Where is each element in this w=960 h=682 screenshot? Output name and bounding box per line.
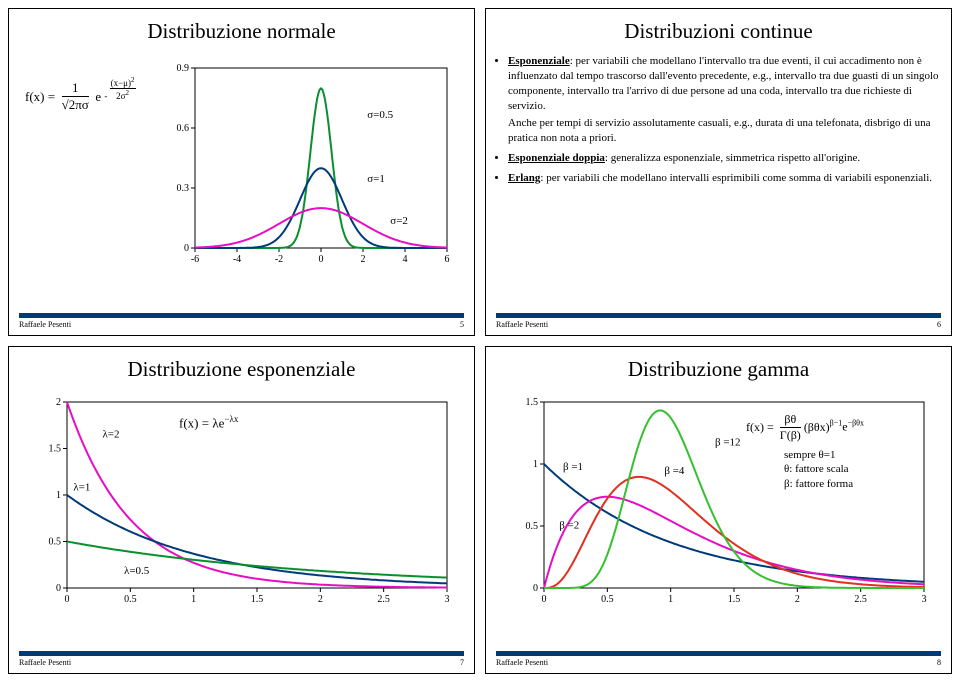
svg-text:-2: -2 (275, 254, 283, 265)
svg-text:2.5: 2.5 (854, 594, 867, 605)
svg-text:β =2: β =2 (559, 519, 579, 531)
svg-text:0.5: 0.5 (124, 594, 137, 605)
svg-text:β =12: β =12 (715, 436, 741, 448)
svg-text:0: 0 (184, 243, 189, 254)
footer-author: Raffaele Pesenti (496, 658, 548, 667)
svg-text:-4: -4 (233, 254, 241, 265)
bullet-lead: Esponenziale (508, 55, 570, 67)
footer-page: 5 (460, 320, 464, 329)
chart-gamma: 0 0.5 1 1.5 2 2.5 3 0 0.5 1 1.5 β =1 β =2 β =4 β =12 (504, 388, 944, 618)
svg-text:1.5: 1.5 (251, 594, 264, 605)
slide-body: f(x) = 1 √2πσ e - (x−μ)2 2σ2 -6 -4 -2 0 2 4 6 0… (9, 50, 474, 313)
svg-text:2.5: 2.5 (377, 594, 390, 605)
slide-body: Esponenziale: per variabili che modellan… (486, 50, 951, 313)
footer-bar (19, 313, 464, 318)
svg-text:σ=2: σ=2 (390, 215, 408, 227)
svg-text:β =4: β =4 (664, 465, 685, 477)
svg-text:1: 1 (56, 490, 61, 501)
svg-text:0.5: 0.5 (601, 594, 614, 605)
formula-normal: f(x) = 1 √2πσ e - (x−μ)2 2σ2 (25, 80, 136, 113)
svg-text:0.6: 0.6 (177, 123, 190, 134)
footer-row: Raffaele Pesenti 6 (486, 320, 951, 335)
svg-text:λ=1: λ=1 (73, 481, 90, 493)
svg-text:β =1: β =1 (563, 461, 583, 473)
bullet-esp-doppia: Esponenziale doppia: generalizza esponen… (508, 151, 945, 166)
formula-exp: f(x) = λe−λx (179, 414, 238, 431)
footer-page: 6 (937, 320, 941, 329)
chart-exponential: 0 0.5 1 1.5 2 2.5 3 0 0.5 1 1.5 2 λ=2 λ=1 λ=0.5 (27, 388, 467, 618)
svg-text:0.5: 0.5 (526, 521, 539, 532)
svg-text:0: 0 (542, 594, 547, 605)
note-theta1: sempre θ=1 (784, 448, 853, 462)
gamma-notes: sempre θ=1 θ: fattore scala β: fattore f… (784, 448, 853, 491)
svg-text:σ=0.5: σ=0.5 (367, 109, 393, 121)
slide-grid: Distribuzione normale f(x) = 1 √2πσ e - … (8, 8, 952, 674)
svg-text:2: 2 (56, 397, 61, 408)
footer-bar (496, 651, 941, 656)
note-theta-scala: θ: fattore scala (784, 462, 853, 476)
svg-text:1.5: 1.5 (728, 594, 741, 605)
svg-text:3: 3 (445, 594, 450, 605)
slide-continue: Distribuzioni continue Esponenziale: per… (485, 8, 952, 336)
slide-normale: Distribuzione normale f(x) = 1 √2πσ e - … (8, 8, 475, 336)
slide-gamma: Distribuzione gamma f(x) = βθ Γ(β) (βθx)… (485, 346, 952, 674)
svg-text:4: 4 (403, 254, 408, 265)
slide-title: Distribuzione esponenziale (9, 347, 474, 388)
slide-title: Distribuzioni continue (486, 9, 951, 50)
footer-author: Raffaele Pesenti (496, 320, 548, 329)
footer-bar (19, 651, 464, 656)
bullet-text: : per variabili che modellano l'interval… (508, 55, 939, 112)
footer-author: Raffaele Pesenti (19, 658, 71, 667)
formula-gamma: f(x) = βθ Γ(β) (βθx)β−1e−βθx (746, 412, 864, 443)
footer-page: 8 (937, 658, 941, 667)
slide-body: f(x) = λe−λx 0 0.5 1 1.5 2 2.5 3 0 0.5 1 1.5 2 λ=2 λ=… (9, 388, 474, 651)
slide-body: f(x) = βθ Γ(β) (βθx)β−1e−βθx sempre θ=1 … (486, 388, 951, 651)
svg-text:0: 0 (56, 583, 61, 594)
svg-text:1: 1 (191, 594, 196, 605)
svg-text:λ=2: λ=2 (102, 428, 119, 440)
svg-text:1: 1 (668, 594, 673, 605)
bullet-text: : per variabili che modellano intervalli… (540, 172, 932, 184)
note-beta-forma: β: fattore forma (784, 477, 853, 491)
bullet-sub: Anche per tempi di servizio assolutament… (508, 116, 945, 146)
svg-text:1.5: 1.5 (49, 444, 62, 455)
svg-text:0: 0 (319, 254, 324, 265)
footer-row: Raffaele Pesenti 8 (486, 658, 951, 673)
bullet-text: : generalizza esponenziale, simmetrica r… (605, 152, 860, 164)
bullet-esponenziale: Esponenziale: per variabili che modellan… (508, 54, 945, 146)
svg-text:0.5: 0.5 (49, 537, 62, 548)
svg-text:6: 6 (445, 254, 450, 265)
bullet-erlang: Erlang: per variabili che modellano inte… (508, 171, 945, 186)
svg-text:2: 2 (795, 594, 800, 605)
footer-author: Raffaele Pesenti (19, 320, 71, 329)
bullet-lead: Erlang (508, 172, 540, 184)
footer-row: Raffaele Pesenti 5 (9, 320, 474, 335)
svg-text:σ=1: σ=1 (367, 173, 385, 185)
bullet-lead: Esponenziale doppia (508, 152, 605, 164)
slide-esponenziale: Distribuzione esponenziale f(x) = λe−λx … (8, 346, 475, 674)
svg-text:1.5: 1.5 (526, 397, 539, 408)
svg-text:2: 2 (318, 594, 323, 605)
svg-text:0.9: 0.9 (177, 63, 190, 74)
svg-text:1: 1 (533, 459, 538, 470)
footer-page: 7 (460, 658, 464, 667)
svg-text:2: 2 (361, 254, 366, 265)
footer-bar (496, 313, 941, 318)
svg-text:0.3: 0.3 (177, 183, 190, 194)
svg-text:3: 3 (922, 594, 927, 605)
svg-text:-6: -6 (191, 254, 199, 265)
footer-row: Raffaele Pesenti 7 (9, 658, 474, 673)
slide-title: Distribuzione gamma (486, 347, 951, 388)
svg-text:0: 0 (533, 583, 538, 594)
svg-text:0: 0 (65, 594, 70, 605)
svg-text:λ=0.5: λ=0.5 (124, 565, 150, 577)
slide-title: Distribuzione normale (9, 9, 474, 50)
